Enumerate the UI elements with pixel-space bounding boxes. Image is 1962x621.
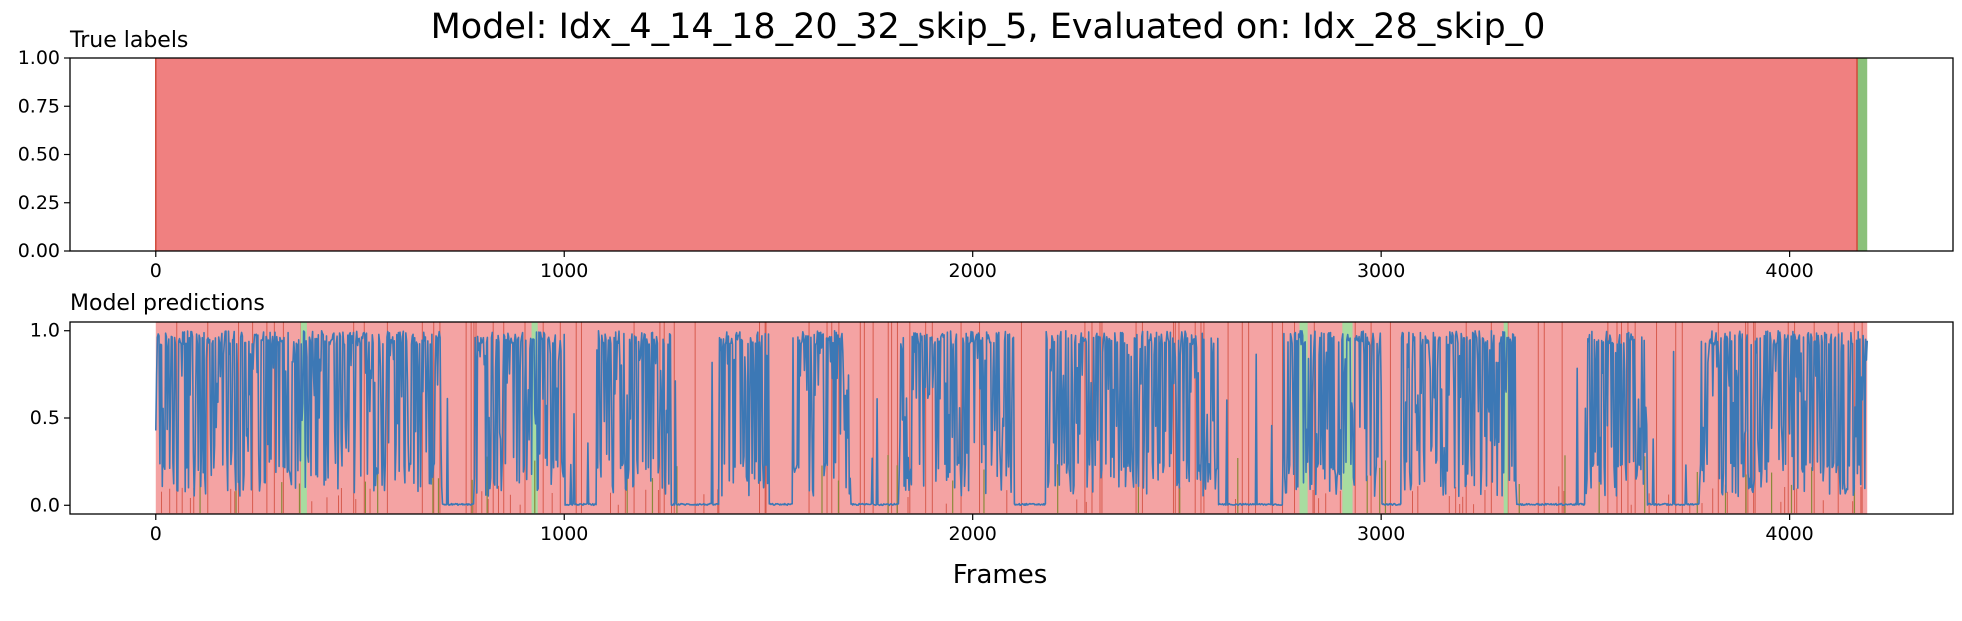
y-tick-label: 0.0 xyxy=(30,494,60,516)
true-labels-title: True labels xyxy=(69,28,188,53)
green-band xyxy=(300,322,307,514)
x-tick-label: 2000 xyxy=(949,523,997,545)
x-tick-label: 0 xyxy=(150,523,162,545)
model-predictions-marks xyxy=(155,322,1868,514)
y-tick-label: 0.25 xyxy=(18,192,60,214)
true-labels-axes: True labels 0 1000 2000 3000 4000 0.000.250.… xyxy=(18,28,1954,282)
x-tick-label: 2000 xyxy=(949,260,997,282)
model-predictions-y-ticks: 0.0 0.5 1.0 xyxy=(30,320,70,516)
y-tick-label: 0.5 xyxy=(30,407,60,429)
y-tick-label: 0.75 xyxy=(18,95,60,117)
y-tick-label: 1.0 xyxy=(30,320,60,342)
y-tick-label: 0.00 xyxy=(18,240,60,262)
true-label-segment-red xyxy=(155,58,1858,251)
x-tick-label: 3000 xyxy=(1357,523,1405,545)
x-tick-label: 0 xyxy=(150,260,162,282)
green-band xyxy=(1342,322,1353,514)
true-labels-y-ticks: 0.00 0.25 0.50 0.75 1.00 xyxy=(18,47,70,262)
model-predictions-title: Model predictions xyxy=(70,291,265,316)
x-axis-label: Frames xyxy=(953,560,1048,590)
x-tick-label: 4000 xyxy=(1765,260,1813,282)
figure-title: Model: Idx_4_14_18_20_32_skip_5, Evaluat… xyxy=(431,7,1546,47)
green-band xyxy=(1503,322,1508,514)
true-labels-x-ticks: 0 1000 2000 3000 4000 xyxy=(150,251,1814,282)
prediction-line xyxy=(155,329,1868,507)
model-predictions-axes: Model predictions 0 1000 2000 3000 4000 0.00… xyxy=(30,291,1954,545)
x-tick-label: 4000 xyxy=(1765,523,1813,545)
y-tick-label: 1.00 xyxy=(18,47,60,69)
x-tick-label: 1000 xyxy=(540,260,588,282)
x-tick-label: 1000 xyxy=(540,523,588,545)
y-tick-label: 0.50 xyxy=(18,144,60,166)
true-label-segment-green xyxy=(1857,58,1868,251)
x-tick-label: 3000 xyxy=(1357,260,1405,282)
true-labels-marks xyxy=(155,58,1868,251)
model-predictions-x-ticks: 0 1000 2000 3000 4000 xyxy=(150,514,1814,545)
